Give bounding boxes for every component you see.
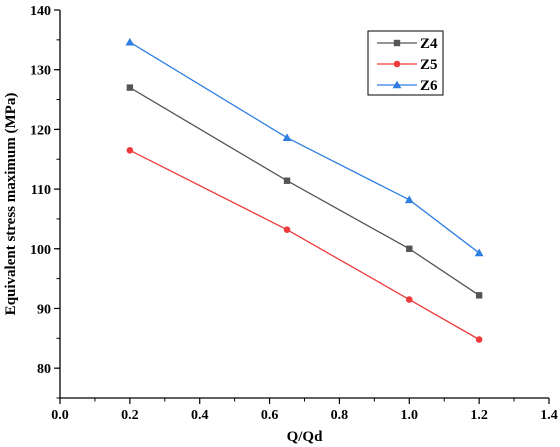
axes: 0.0 0.2 0.4 0.6 0.8 1.0 1.2 1.4 80 90 100 110 120 130… <box>30 4 558 423</box>
series-z4 <box>126 84 483 299</box>
series-line-z5 <box>129 149 480 341</box>
data-point-z6 <box>282 133 292 142</box>
data-point-z4 <box>475 292 483 299</box>
x-tick-label: 1.0 <box>401 408 419 423</box>
series-z5 <box>126 146 483 343</box>
x-tick-label: 0.6 <box>261 408 279 423</box>
y-tick-label: 140 <box>30 4 51 19</box>
series-layer <box>125 37 484 343</box>
y-tick-label: 100 <box>30 243 51 258</box>
y-tick-label: 90 <box>37 302 51 317</box>
legend-marker-z5 <box>393 60 401 68</box>
legend-marker-z4 <box>393 39 401 47</box>
legend-marker-z6 <box>392 80 402 89</box>
series-line-z6 <box>129 41 480 254</box>
x-tick-label: 0.0 <box>51 408 69 423</box>
data-point-z6 <box>125 37 135 46</box>
x-axis-title: Q/Qd <box>287 429 324 445</box>
legend-label-z5: Z5 <box>420 57 438 73</box>
x-tick-label: 1.4 <box>540 408 558 423</box>
y-axis-title: Equivalent stress maximum (MPa) <box>3 93 19 316</box>
data-point-z5 <box>475 336 483 343</box>
data-point-z4 <box>406 245 413 252</box>
data-point-z6 <box>404 195 414 204</box>
legend-label-z4: Z4 <box>420 36 438 52</box>
data-point-z5 <box>283 226 291 233</box>
data-point-z5 <box>126 146 134 154</box>
y-tick-label: 80 <box>37 362 51 377</box>
legend: Z4 Z5 Z6 <box>367 30 444 96</box>
y-tick-label: 110 <box>31 183 51 198</box>
x-tick-label: 0.2 <box>121 408 139 423</box>
legend-label-z6: Z6 <box>420 78 438 94</box>
data-point-z6 <box>474 248 484 257</box>
x-tick-label: 0.4 <box>191 408 209 423</box>
y-tick-label: 130 <box>30 64 51 79</box>
data-point-z4 <box>283 177 291 184</box>
x-tick-label: 1.2 <box>470 408 488 423</box>
data-point-z5 <box>405 296 413 303</box>
series-line-z4 <box>129 87 480 296</box>
legend-box <box>367 30 444 96</box>
data-point-z4 <box>126 84 134 91</box>
x-tick-label: 0.8 <box>331 408 349 423</box>
series-z6 <box>125 37 484 257</box>
y-tick-label: 120 <box>30 123 51 138</box>
